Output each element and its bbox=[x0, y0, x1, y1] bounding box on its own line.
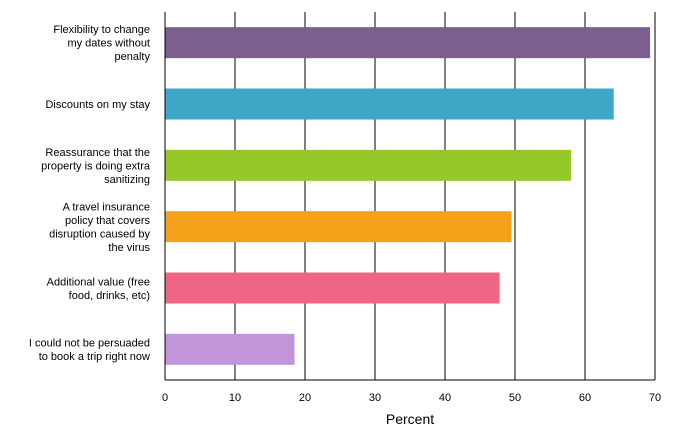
category-label-2: Discounts on my stay bbox=[45, 99, 150, 111]
bar-1 bbox=[165, 27, 651, 59]
x-tick-label-0: 0 bbox=[162, 392, 168, 404]
x-tick-label-30: 30 bbox=[369, 392, 381, 404]
bar-3 bbox=[165, 149, 571, 181]
x-tick-label-50: 50 bbox=[509, 392, 521, 404]
x-tick-label-10: 10 bbox=[229, 392, 241, 404]
bar-2 bbox=[165, 88, 614, 120]
bars bbox=[165, 27, 651, 365]
x-tick-labels: 0 10 20 30 40 50 60 70 bbox=[162, 392, 661, 404]
x-tick-label-20: 20 bbox=[299, 392, 311, 404]
plot-area bbox=[165, 12, 655, 380]
category-label-3: Reassurance that the property is doing ex… bbox=[41, 147, 151, 186]
x-axis-title: Percent bbox=[386, 411, 434, 427]
x-axis bbox=[164, 12, 655, 381]
category-label-4: A travel insurance policy that covers disr… bbox=[49, 201, 150, 254]
x-tick-label-40: 40 bbox=[439, 392, 451, 404]
bar-4 bbox=[165, 211, 512, 243]
category-label-1: Flexibility to change my dates without pen… bbox=[53, 24, 150, 63]
category-label-6: I could not be persuaded to book a trip r… bbox=[29, 338, 150, 364]
category-labels: Flexibility to change my dates without pen… bbox=[29, 24, 151, 363]
bar-6 bbox=[165, 333, 295, 365]
x-tick-label-70: 70 bbox=[649, 392, 661, 404]
x-tick-label-60: 60 bbox=[579, 392, 591, 404]
bar-5 bbox=[165, 272, 500, 304]
gridlines bbox=[234, 12, 656, 380]
category-label-5: Additional value (free food, drinks, etc) bbox=[47, 276, 150, 302]
